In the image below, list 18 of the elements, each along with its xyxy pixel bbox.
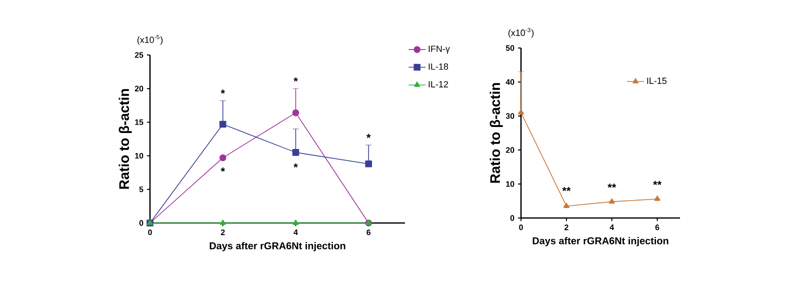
annotation: * bbox=[220, 167, 225, 172]
y-axis-title: Ratio to β-actin bbox=[118, 89, 132, 189]
x-axis-title: Days after rGRA6Nt injection bbox=[210, 242, 346, 252]
annotation: * bbox=[294, 77, 298, 82]
annotation: * bbox=[220, 90, 225, 94]
legend-label: IL-15 bbox=[647, 78, 666, 84]
legend-label: IFN-γ bbox=[428, 46, 450, 54]
x-axis-title: Days after rGRA6Nt injection bbox=[532, 236, 668, 246]
text: (x10$^{-5}$) bbox=[137, 34, 163, 45]
text: (x10$^{-3}$) bbox=[508, 28, 534, 38]
y-axis-title: Ratio to β-actin bbox=[490, 83, 503, 183]
annotation: ** bbox=[653, 180, 662, 185]
annotation: * bbox=[366, 134, 371, 138]
annotation: * bbox=[294, 163, 298, 168]
legend-label: IL-12 bbox=[428, 81, 448, 88]
legend-label: IL-18 bbox=[428, 63, 448, 70]
annotation: ** bbox=[608, 184, 616, 188]
annotation: ** bbox=[562, 187, 571, 192]
